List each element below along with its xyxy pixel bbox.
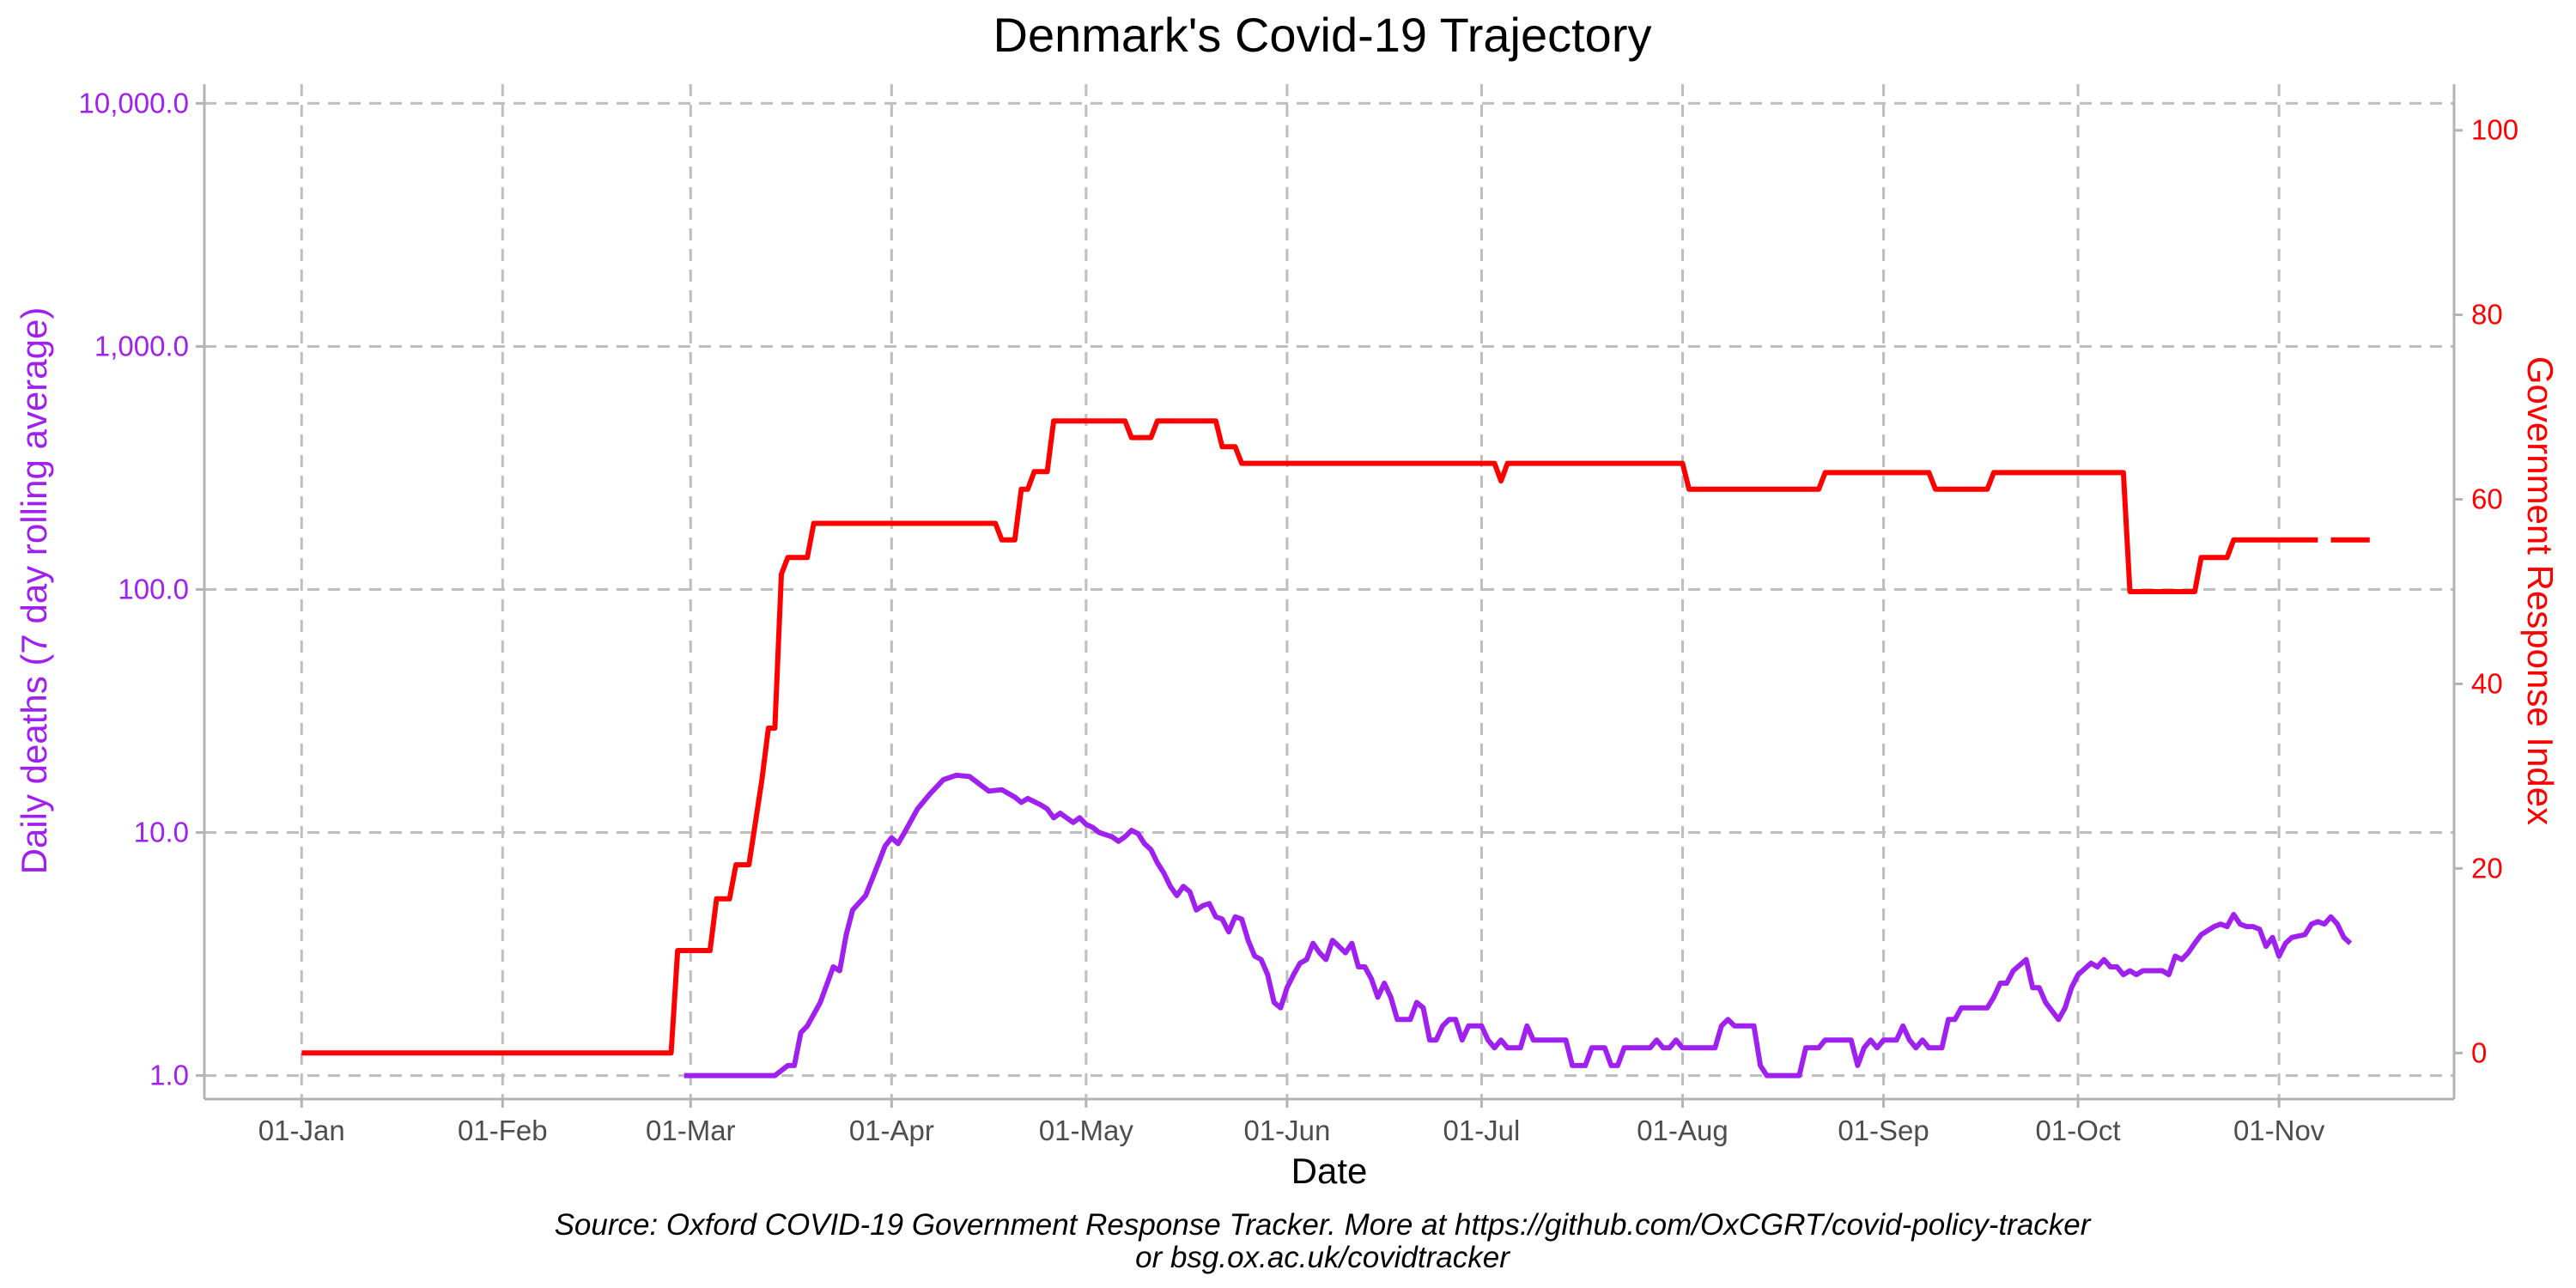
y-left-tick-label-10-000-0: 10,000.0 [79, 87, 189, 118]
x-tick-label-01-jun: 01-Jun [1243, 1115, 1330, 1146]
x-tick-label-01-feb: 01-Feb [458, 1115, 548, 1146]
y-right-tick-label-40: 40 [2471, 667, 2503, 699]
grid-lines [204, 84, 2454, 1099]
x-axis-title: Date [1291, 1151, 1368, 1191]
x-tick-label-01-jan: 01-Jan [258, 1115, 345, 1146]
x-tick-label-01-may: 01-May [1039, 1115, 1134, 1146]
y-axis-left-title: Daily deaths (7 day rolling average) [14, 307, 54, 875]
y-left-tick-label-10-0: 10.0 [134, 817, 189, 848]
x-tick-label-01-sep: 01-Sep [1838, 1115, 1929, 1146]
x-tick-label-01-oct: 01-Oct [2036, 1115, 2121, 1146]
axes [196, 84, 2463, 1108]
series-layer [301, 418, 2370, 1078]
x-tick-label-01-nov: 01-Nov [2233, 1115, 2325, 1146]
chart-title: Denmark's Covid-19 Trajectory [993, 8, 1652, 62]
series-line-government-response-index [301, 418, 2318, 1056]
series-line-daily-deaths-7-day-rolling-average [683, 772, 2353, 1078]
y-left-tick-label-1-0: 1.0 [149, 1060, 189, 1091]
y-right-tick-label-0: 0 [2471, 1036, 2487, 1068]
y-right-tick-label-100: 100 [2471, 114, 2518, 146]
source-caption-line-2: or bsg.ox.ac.uk/covidtracker [1135, 1241, 1510, 1274]
y-left-tick-label-1-000-0: 1,000.0 [94, 330, 189, 361]
tick-labels: 01-Jan 01-Feb 01-Mar 01-Apr 01-May 01-Jun 01-J… [79, 87, 2519, 1146]
x-tick-label-01-aug: 01-Aug [1637, 1115, 1728, 1146]
x-tick-label-01-jul: 01-Jul [1443, 1115, 1520, 1146]
series-government-response-index [301, 418, 2370, 1056]
y-axis-right-title: Government Response Index [2520, 356, 2561, 825]
series-daily-deaths-7-day-rolling-average [683, 772, 2353, 1078]
y-right-tick-label-20: 20 [2471, 852, 2503, 884]
y-right-tick-label-80: 80 [2471, 299, 2503, 331]
y-right-tick-label-60: 60 [2471, 483, 2503, 515]
source-caption-line-1: Source: Oxford COVID-19 Government Respo… [555, 1208, 2092, 1242]
y-left-tick-label-100-0: 100.0 [118, 573, 189, 605]
x-tick-label-01-apr: 01-Apr [849, 1115, 934, 1146]
x-tick-label-01-mar: 01-Mar [646, 1115, 736, 1146]
